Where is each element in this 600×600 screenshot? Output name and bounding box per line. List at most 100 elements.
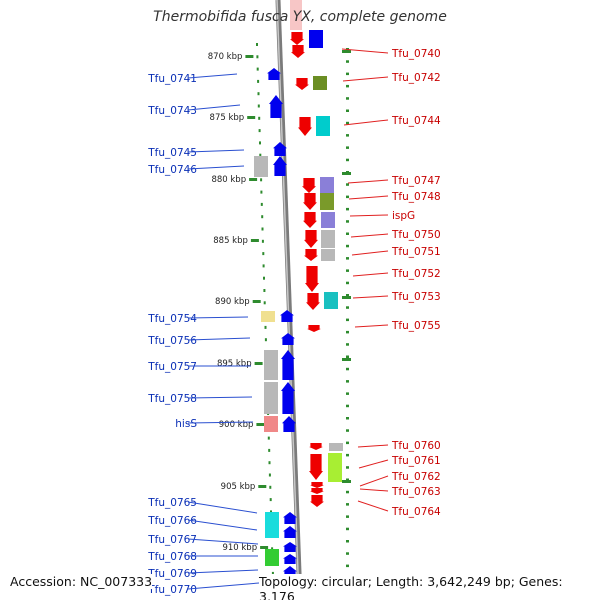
- ruler-tick-label: 900 kbp: [219, 420, 254, 430]
- forward-gene-arrow[interactable]: [281, 382, 295, 414]
- right-gene-label[interactable]: Tfu_0747: [391, 175, 441, 187]
- forward-gene-arrow[interactable]: [283, 542, 297, 552]
- reverse-gene-arrow[interactable]: [295, 78, 309, 90]
- forward-gene-arrow[interactable]: [273, 156, 287, 176]
- left-gene-leader-line: [187, 519, 258, 531]
- left-gene-label[interactable]: Tfu_0757: [147, 361, 197, 373]
- forward-gene-arrow[interactable]: [281, 350, 295, 380]
- forward-gene-arrow[interactable]: [269, 95, 283, 118]
- right-gene-label[interactable]: Tfu_0764: [391, 506, 441, 518]
- right-gene-label[interactable]: Tfu_0740: [391, 48, 441, 60]
- right-gene-label[interactable]: Tfu_0761: [391, 455, 441, 467]
- right-gene-label[interactable]: Tfu_0760: [391, 440, 441, 452]
- ruler-dot: [346, 478, 349, 481]
- reverse-gene-arrow[interactable]: [310, 495, 324, 507]
- reverse-gene-arrow[interactable]: [302, 178, 316, 193]
- reverse-gene-arrow[interactable]: [290, 32, 304, 45]
- gene-block[interactable]: [316, 116, 330, 136]
- right-gene-label[interactable]: ispG: [392, 210, 415, 222]
- right-gene-label[interactable]: Tfu_0751: [391, 246, 441, 258]
- accession-text: Accession: NC_007333: [10, 574, 153, 589]
- right-gene-label[interactable]: Tfu_0762: [391, 471, 441, 483]
- ruler-dot: [268, 461, 271, 465]
- left-gene-label[interactable]: Tfu_0754: [147, 313, 197, 325]
- forward-gene-arrow[interactable]: [283, 554, 297, 564]
- gene-block[interactable]: [313, 76, 327, 90]
- right-gene-label[interactable]: Tfu_0763: [391, 486, 441, 498]
- reverse-gene-arrow[interactable]: [305, 266, 319, 292]
- forward-gene-arrow[interactable]: [283, 512, 297, 524]
- forward-gene-arrow[interactable]: [280, 310, 294, 322]
- forward-gene-arrow[interactable]: [281, 333, 295, 345]
- gene-block[interactable]: [264, 416, 278, 432]
- left-gene-label[interactable]: Tfu_0769: [147, 568, 197, 580]
- reverse-gene-arrow[interactable]: [310, 482, 324, 488]
- left-gene-label[interactable]: Tfu_0746: [147, 164, 197, 176]
- gene-block[interactable]: [265, 512, 279, 538]
- left-gene-label[interactable]: Tfu_0767: [147, 534, 197, 546]
- gene-block[interactable]: [324, 292, 338, 309]
- left-gene-label[interactable]: Tfu_0768: [147, 551, 197, 563]
- right-gene-label[interactable]: Tfu_0752: [391, 268, 441, 280]
- gene-block[interactable]: [329, 443, 343, 451]
- right-gene-label[interactable]: Tfu_0755: [391, 320, 441, 332]
- left-gene-label[interactable]: Tfu_0770: [147, 584, 197, 596]
- gene-block[interactable]: [261, 311, 275, 322]
- forward-gene-arrow[interactable]: [283, 526, 297, 538]
- reverse-gene-arrow[interactable]: [303, 193, 317, 210]
- right-gene-label[interactable]: Tfu_0748: [391, 191, 441, 203]
- ruler-tick: [249, 178, 258, 181]
- forward-gene-arrow[interactable]: [273, 142, 287, 156]
- left-gene-label[interactable]: Tfu_0765: [147, 497, 197, 509]
- gene-block[interactable]: [321, 249, 335, 261]
- reverse-gene-arrow[interactable]: [307, 325, 321, 332]
- gene-block[interactable]: [328, 453, 342, 482]
- gene-block[interactable]: [254, 156, 268, 177]
- gene-block[interactable]: [320, 177, 334, 193]
- forward-gene-arrow[interactable]: [267, 68, 281, 80]
- reverse-gene-arrow[interactable]: [304, 249, 318, 261]
- reverse-gene-arrow[interactable]: [304, 230, 318, 248]
- ruler-dot: [258, 129, 261, 133]
- left-gene-label[interactable]: Tfu_0758: [147, 393, 197, 405]
- forward-gene-arrow[interactable]: [282, 416, 296, 432]
- ruler-dot: [263, 276, 265, 280]
- reverse-gene-arrow[interactable]: [303, 212, 317, 228]
- gene-block[interactable]: [320, 193, 334, 210]
- ruler-tick: [254, 362, 263, 365]
- gene-block[interactable]: [321, 212, 335, 228]
- reverse-gene-arrow[interactable]: [309, 443, 323, 450]
- ruler-dot: [346, 84, 349, 88]
- reverse-gene-arrow[interactable]: [306, 293, 320, 310]
- right-gene-label[interactable]: Tfu_0750: [391, 229, 441, 241]
- right-gene-label[interactable]: Tfu_0753: [391, 291, 441, 303]
- gene-block[interactable]: [290, 0, 302, 30]
- left-gene-label[interactable]: Tfu_0741: [147, 73, 197, 85]
- ruler-dot: [263, 301, 266, 305]
- ruler-dot: [264, 338, 267, 342]
- left-gene-label[interactable]: hisS: [175, 418, 197, 430]
- ruler-dot: [260, 202, 263, 206]
- gene-block[interactable]: [264, 350, 278, 380]
- ruler-dot: [346, 121, 349, 125]
- left-gene-leader-line: [187, 569, 259, 574]
- reverse-gene-arrow[interactable]: [298, 117, 312, 136]
- reverse-gene-arrow[interactable]: [309, 454, 323, 480]
- ruler-tick-label: 910 kbp: [222, 543, 257, 553]
- ruler-tick-label: 870 kbp: [208, 52, 243, 62]
- reverse-gene-arrow[interactable]: [310, 488, 324, 494]
- gene-block[interactable]: [264, 382, 278, 414]
- left-gene-label[interactable]: Tfu_0766: [147, 515, 197, 527]
- right-gene-leader-line: [352, 295, 389, 299]
- gene-block[interactable]: [321, 230, 335, 248]
- left-gene-label[interactable]: Tfu_0745: [147, 147, 197, 159]
- ruler-tick: [260, 546, 269, 549]
- left-gene-label[interactable]: Tfu_0743: [147, 105, 197, 117]
- ruler-dot: [256, 67, 259, 71]
- gene-block[interactable]: [265, 549, 279, 566]
- right-gene-label[interactable]: Tfu_0744: [391, 115, 441, 127]
- right-gene-label[interactable]: Tfu_0742: [391, 72, 441, 84]
- reverse-gene-arrow[interactable]: [291, 45, 305, 58]
- gene-block[interactable]: [309, 30, 323, 48]
- left-gene-label[interactable]: Tfu_0756: [147, 335, 197, 347]
